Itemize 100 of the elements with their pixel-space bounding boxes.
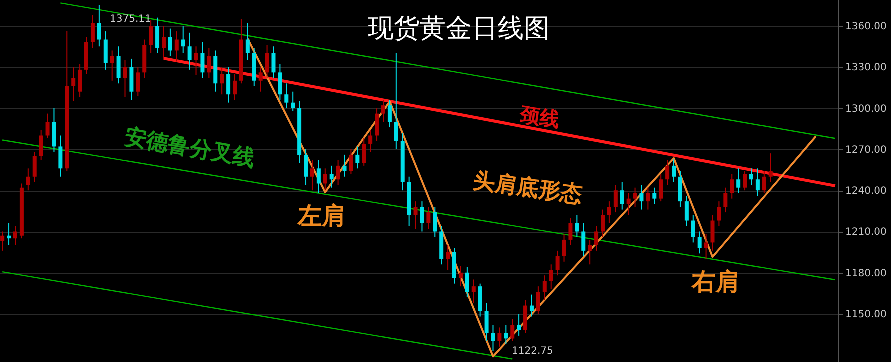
candlestick (465, 266, 470, 298)
candlestick (356, 146, 360, 170)
candlestick (491, 324, 496, 352)
candlestick (381, 100, 386, 123)
candlestick (233, 74, 237, 101)
candlestick (582, 223, 586, 257)
candlestick (666, 160, 670, 186)
candlestick (265, 44, 270, 79)
candlestick (110, 50, 114, 82)
candlestick (433, 206, 438, 238)
candlestick (762, 170, 766, 194)
candlestick (458, 266, 463, 288)
candlestick (724, 187, 728, 214)
candlestick (162, 26, 166, 60)
candlestick (220, 66, 224, 96)
candlestick (652, 187, 657, 205)
candlestick (368, 130, 373, 153)
candlestick (691, 214, 696, 244)
annotation: 1375.11 (110, 14, 152, 25)
y-tick-label: 1360.00 (846, 22, 887, 33)
candlestick (46, 113, 50, 139)
y-tick-label: 1270.00 (846, 144, 887, 156)
candlestick (562, 234, 566, 262)
candlestick (90, 14, 95, 48)
candlestick (116, 46, 121, 84)
candlestick (601, 209, 605, 238)
annotation: 右肩 (691, 268, 740, 296)
candlestick (156, 17, 160, 54)
candlestick (336, 160, 340, 186)
candlestick (620, 182, 624, 210)
candlestick (7, 223, 12, 246)
candlestick (472, 279, 476, 304)
candlestick (730, 174, 734, 200)
candlestick (97, 4, 102, 48)
candlestick (710, 214, 715, 252)
candlestick (633, 187, 638, 208)
candlestick (72, 66, 76, 102)
candlestick (568, 218, 573, 246)
candlestick (136, 66, 140, 96)
candlestick (614, 184, 618, 214)
candlestick (768, 153, 773, 183)
candlestick (342, 154, 347, 178)
candlestick (13, 226, 18, 246)
candlestick (0, 231, 5, 252)
y-tick-label: 1330.00 (846, 62, 887, 74)
candlestick (517, 314, 522, 336)
candlestick (504, 324, 508, 345)
candlestick (104, 31, 108, 70)
candlestick (284, 83, 289, 109)
candlestick (32, 152, 37, 183)
candlestick (484, 302, 489, 342)
candlestick (207, 47, 212, 79)
candlestick (556, 250, 560, 276)
candlestick (549, 264, 554, 290)
candlestick (123, 60, 128, 98)
candlestick (588, 239, 592, 266)
annotation: 颈线 (518, 102, 562, 132)
candlestick (498, 327, 502, 348)
candlestick (626, 192, 631, 216)
candlestick (640, 184, 644, 210)
candlestick (181, 26, 186, 54)
candlestick (291, 91, 296, 112)
candlestick (736, 168, 741, 194)
candlestick (200, 42, 205, 79)
candlestick (388, 100, 392, 128)
candlestick (188, 32, 192, 70)
candlestick (698, 231, 702, 254)
candlestick (272, 46, 276, 79)
candlestick (168, 28, 172, 57)
y-tick-label: 1180.00 (846, 268, 887, 280)
candlestick (330, 165, 334, 188)
candlestick (672, 158, 676, 183)
candlestick (542, 275, 547, 301)
text: 现货黄金日线图 (368, 14, 550, 44)
candlestick (375, 108, 380, 142)
candlestick (26, 168, 30, 192)
annotation: 安德鲁分叉线 (122, 124, 258, 172)
candlestick (174, 31, 179, 62)
candlestick (194, 46, 198, 76)
candlestick (646, 187, 650, 210)
y-tick-label: 1300.00 (846, 104, 887, 115)
candlestick (575, 214, 580, 238)
candlestick (258, 66, 263, 92)
candlestick (310, 160, 314, 192)
candlestick (149, 20, 154, 54)
candlestick (446, 244, 450, 271)
annotation: 1122.75 (512, 346, 554, 357)
candlestick (717, 201, 722, 227)
candlestick (743, 170, 748, 192)
candlestick (316, 160, 321, 194)
candlestick (420, 201, 424, 232)
annotation: 左肩 (297, 202, 346, 230)
candlestick (78, 64, 82, 98)
candlestick (349, 148, 354, 175)
candlestick (684, 196, 689, 227)
annotation: 头肩底形态 (472, 167, 584, 209)
candlestick (58, 135, 63, 178)
y-tick-label: 1210.00 (846, 227, 887, 238)
candlestick (530, 294, 534, 318)
candlestick (39, 130, 44, 161)
